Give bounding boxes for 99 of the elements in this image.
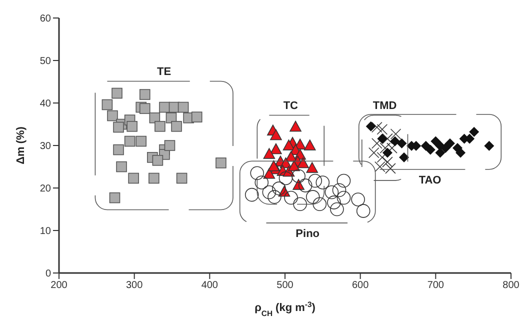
point xyxy=(435,148,446,158)
x-tick-label: 700 xyxy=(427,280,444,292)
point xyxy=(330,202,344,216)
point xyxy=(327,196,341,210)
x-tick-label: 400 xyxy=(201,280,218,292)
y-axis-title: Δm (%) xyxy=(14,126,27,164)
point xyxy=(484,140,494,151)
point xyxy=(308,174,322,188)
point xyxy=(171,120,182,132)
point xyxy=(159,102,170,113)
point xyxy=(154,120,166,132)
point xyxy=(113,144,124,156)
point xyxy=(268,190,282,204)
point xyxy=(292,169,306,183)
point xyxy=(139,89,150,100)
point xyxy=(164,140,176,151)
point xyxy=(244,188,259,202)
point xyxy=(216,158,226,168)
point xyxy=(128,172,139,184)
point xyxy=(254,176,269,190)
point xyxy=(288,160,300,172)
point xyxy=(148,172,160,184)
x-tick-label: 500 xyxy=(276,280,294,292)
point xyxy=(312,197,327,212)
point xyxy=(336,174,351,188)
point xyxy=(316,176,330,190)
point xyxy=(278,171,293,186)
point xyxy=(366,121,376,132)
point xyxy=(250,166,264,180)
point xyxy=(112,88,122,99)
point xyxy=(263,168,276,179)
point xyxy=(263,148,276,159)
point xyxy=(390,136,400,146)
point xyxy=(293,197,307,212)
point xyxy=(109,192,120,204)
point xyxy=(116,161,127,172)
y-tick-label: 0 xyxy=(45,268,52,280)
point xyxy=(399,152,410,162)
point xyxy=(444,138,455,148)
point xyxy=(385,163,396,174)
point xyxy=(440,143,450,154)
point xyxy=(290,120,302,132)
series-label: TMD xyxy=(372,100,397,112)
point xyxy=(306,190,320,204)
point xyxy=(382,148,392,158)
point xyxy=(270,129,282,140)
point xyxy=(420,140,431,151)
point xyxy=(126,120,138,132)
point xyxy=(270,143,282,154)
y-tick-label: 50 xyxy=(40,56,52,68)
y-tick-label: 30 xyxy=(40,141,52,152)
point xyxy=(351,192,365,206)
point xyxy=(304,140,316,150)
x-tick-label: 800 xyxy=(502,280,520,292)
point xyxy=(272,182,286,196)
point xyxy=(356,204,370,218)
point xyxy=(107,110,118,122)
point xyxy=(372,138,382,149)
series-label: TE xyxy=(157,66,172,78)
point xyxy=(284,190,298,205)
point xyxy=(324,185,339,200)
point xyxy=(136,136,147,147)
point xyxy=(469,126,480,137)
point xyxy=(430,136,441,146)
point xyxy=(152,154,164,166)
point xyxy=(368,147,380,158)
y-tick-label: 20 xyxy=(40,184,52,195)
series-label: TC xyxy=(283,100,298,112)
x-tick-label: 200 xyxy=(50,280,68,292)
point xyxy=(396,138,407,148)
point xyxy=(336,190,351,205)
series-label: TAO xyxy=(418,174,442,186)
point xyxy=(113,122,124,133)
x-axis-title: ρ$_{CH}$ (kg m$^{-3}$) xyxy=(254,300,316,318)
point xyxy=(268,160,280,172)
y-tick-label: 10 xyxy=(40,226,52,238)
point xyxy=(376,124,388,135)
x-tick-label: 600 xyxy=(352,280,370,292)
point xyxy=(382,156,393,168)
point xyxy=(372,122,382,133)
x-tick-label: 300 xyxy=(126,280,144,292)
point xyxy=(332,183,346,198)
point xyxy=(298,178,312,192)
series-label: Pino xyxy=(296,228,320,240)
point xyxy=(386,142,398,154)
point xyxy=(377,134,388,144)
y-tick-label: 40 xyxy=(40,98,52,110)
point xyxy=(306,162,318,173)
point xyxy=(124,136,136,147)
point xyxy=(191,112,202,122)
point xyxy=(102,99,113,110)
point xyxy=(456,148,466,158)
point xyxy=(262,185,276,200)
point xyxy=(176,172,188,184)
point xyxy=(282,140,295,150)
point xyxy=(390,128,402,140)
point xyxy=(178,102,189,113)
y-tick-label: 60 xyxy=(40,14,52,25)
point xyxy=(139,103,150,114)
